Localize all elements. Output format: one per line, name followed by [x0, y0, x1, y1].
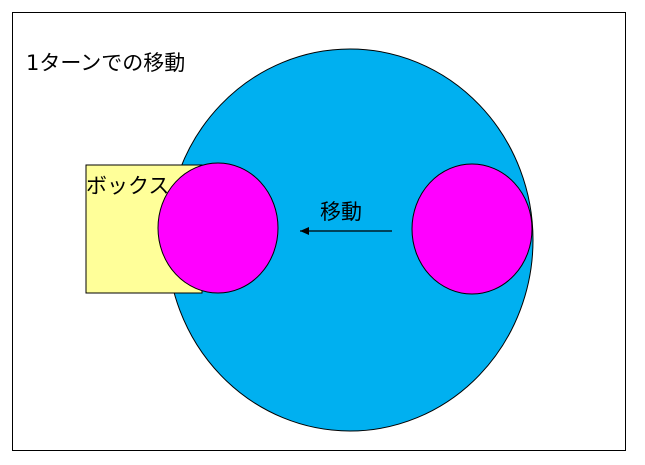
ball-origin — [411, 163, 533, 295]
box-label: ボックス — [86, 174, 169, 198]
move-label: 移動 — [320, 200, 362, 224]
ball-destination — [157, 162, 279, 294]
diagram-title: 1ターンでの移動 — [26, 51, 185, 75]
